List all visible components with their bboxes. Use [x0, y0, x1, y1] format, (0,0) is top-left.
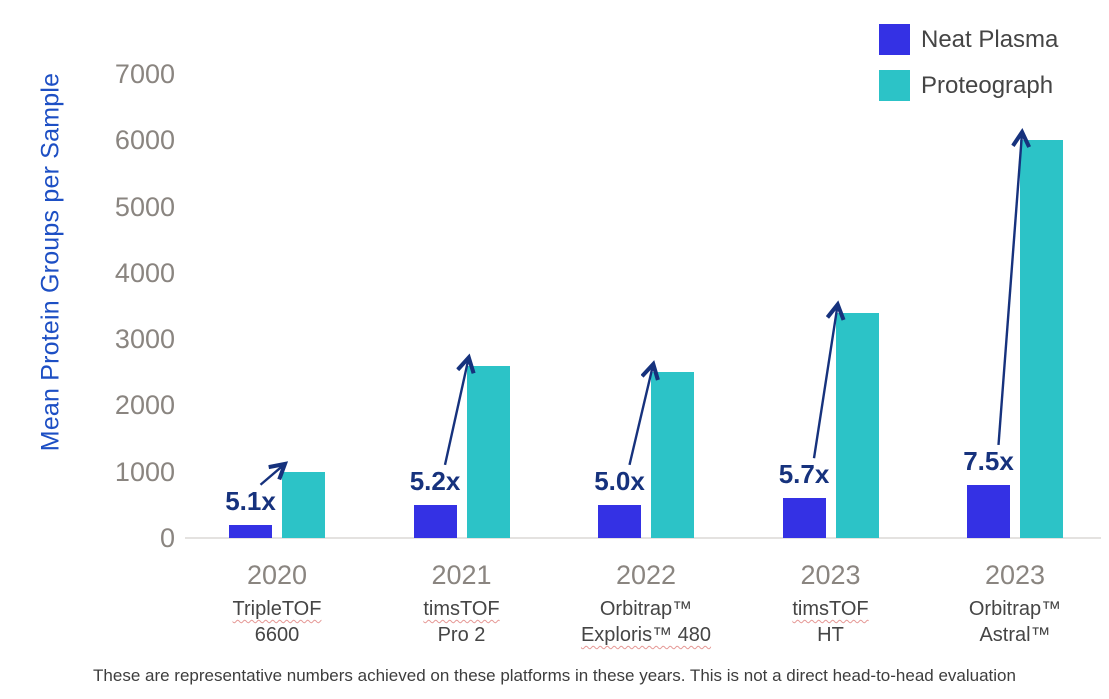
platform-label-line: Pro 2: [437, 624, 486, 646]
platform-label-line: timsTOF: [423, 598, 500, 620]
bar-proteograph: [1020, 140, 1063, 538]
platform-label-line: timsTOF: [792, 598, 869, 620]
bar-neat-plasma: [413, 504, 457, 538]
y-tick-label: 1000: [114, 456, 175, 487]
y-tick-label: 4000: [114, 257, 175, 288]
fold-change-arrow: [443, 359, 469, 466]
fold-change-label: 5.7x: [778, 459, 830, 490]
fold-change-arrow: [812, 306, 838, 459]
x-axis-year-label: 2022: [615, 560, 677, 590]
fold-change-label: 5.2x: [409, 465, 461, 496]
y-tick-label: 3000: [114, 324, 175, 355]
x-axis-platform-label: Orbitrap™ Exploris™ 480: [546, 596, 746, 648]
fold-change-label: 5.0x: [594, 465, 645, 496]
platform-label-line: Exploris™ 480: [580, 624, 712, 646]
y-axis-title: Mean Protein Groups per Sample: [36, 72, 65, 452]
bar-neat-plasma: [598, 504, 641, 538]
bar-proteograph: [651, 372, 694, 538]
y-tick-label: 0: [159, 523, 175, 553]
platform-label-line: Orbitrap™: [968, 598, 1062, 620]
platform-label-line: Orbitrap™: [599, 598, 693, 620]
bar-proteograph: [835, 312, 879, 538]
x-axis-platform-label: timsTOF Pro 2: [362, 596, 562, 648]
bar-neat-plasma: [782, 498, 826, 538]
x-axis-platform-label: timsTOF HT: [731, 596, 931, 648]
x-axis-platform-label: TripleTOF 6600: [177, 596, 377, 648]
bar-proteograph: [282, 471, 325, 538]
x-axis-year-label: 2020: [246, 560, 308, 590]
x-axis-year-label: 2023: [984, 560, 1046, 590]
fold-change-label: 5.1x: [225, 485, 276, 516]
legend-swatch-proteograph: [879, 70, 910, 101]
y-tick-label: 2000: [114, 390, 175, 421]
x-axis-line: [185, 537, 1101, 539]
bar-neat-plasma: [229, 524, 272, 538]
fold-change-arrow: [628, 365, 654, 466]
platform-label-line: 6600: [254, 624, 300, 646]
fold-change-arrow: [259, 465, 285, 486]
fold-change-arrow: [997, 133, 1023, 446]
bar-proteograph: [466, 365, 510, 538]
bar-neat-plasma: [967, 484, 1010, 538]
x-axis-year-label: 2021: [431, 560, 492, 590]
y-tick-label: 5000: [114, 191, 175, 222]
platform-label-line: Astral™: [979, 624, 1051, 646]
legend-item-proteograph: Proteograph: [879, 70, 1058, 101]
platform-label-line: HT: [817, 624, 844, 646]
x-axis-platform-label: Orbitrap™ Astral™: [915, 596, 1109, 648]
y-tick-label: 7000: [114, 59, 175, 89]
fold-change-label: 7.5x: [963, 445, 1014, 476]
legend: Neat Plasma Proteograph: [879, 24, 1058, 101]
legend-label-neat-plasma: Neat Plasma: [921, 25, 1059, 53]
platform-label-line: TripleTOF: [232, 598, 322, 620]
footnote: These are representative numbers achieve…: [93, 666, 1016, 685]
x-axis-year-label: 2023: [800, 560, 861, 590]
legend-label-proteograph: Proteograph: [921, 71, 1054, 99]
y-tick-label: 6000: [114, 125, 175, 156]
legend-swatch-neat-plasma: [879, 24, 910, 55]
legend-item-neat-plasma: Neat Plasma: [879, 24, 1058, 55]
